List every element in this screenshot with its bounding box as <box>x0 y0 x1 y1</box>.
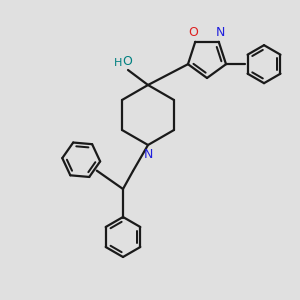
Text: N: N <box>143 148 153 161</box>
Text: N: N <box>216 26 225 39</box>
Text: O: O <box>122 55 132 68</box>
Text: O: O <box>188 26 198 39</box>
Text: H: H <box>114 58 122 68</box>
